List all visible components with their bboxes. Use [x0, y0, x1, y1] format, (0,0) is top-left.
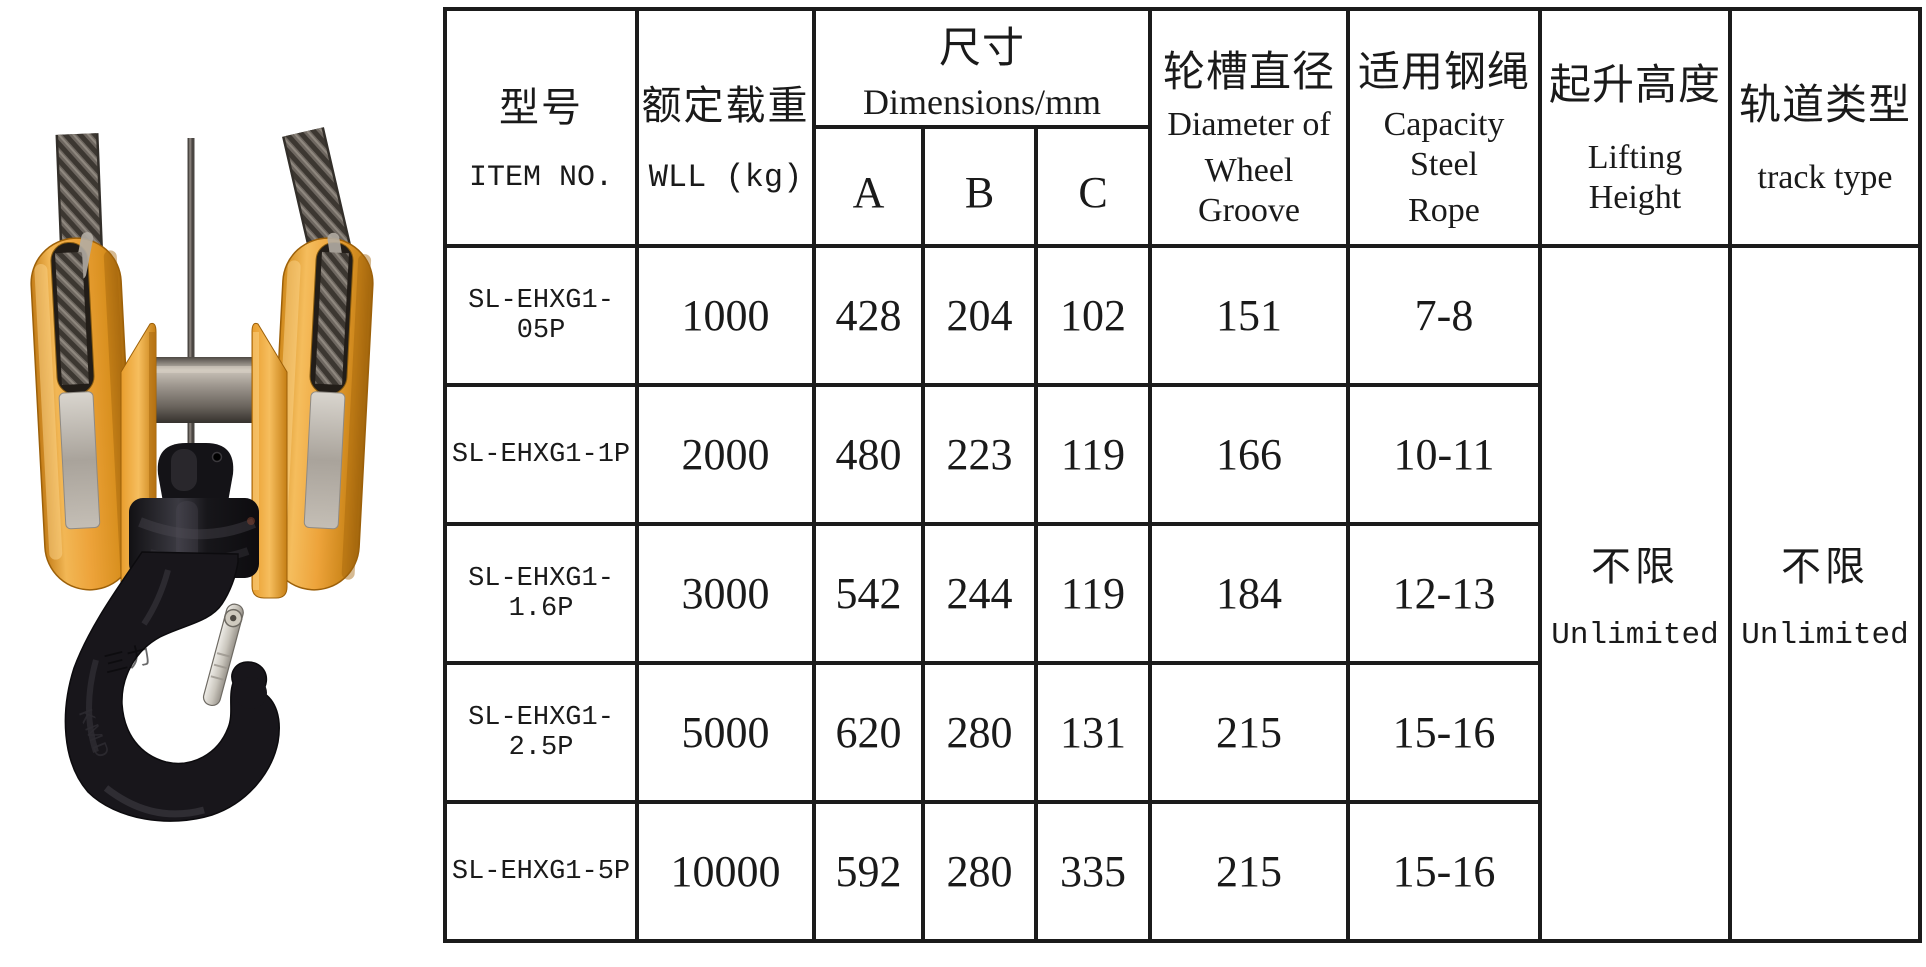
- cell-groove: 184: [1148, 522, 1350, 665]
- header-steel-rope-en2: Rope: [1408, 192, 1480, 229]
- cell-groove: 166: [1148, 383, 1350, 526]
- header-dim-a: A: [812, 125, 925, 248]
- header-track-type-zh: 轨道类型: [1738, 83, 1911, 129]
- cell-item: SL-EHXG1-5P: [443, 800, 639, 943]
- table-row: SL-EHXG1-1.6P 3000 542 244 119 184 12-13: [443, 522, 1920, 665]
- header-track-type-en: track type: [1757, 159, 1893, 196]
- cell-a: 542: [812, 522, 925, 665]
- cell-groove: 215: [1148, 800, 1350, 943]
- header-lifting-height-zh: 起升高度: [1548, 63, 1721, 109]
- header-track-type: 轨道类型 track type: [1728, 7, 1922, 248]
- cell-a: 620: [812, 661, 925, 804]
- header-dimensions-zh: 尺寸: [938, 25, 1025, 72]
- cell-c: 335: [1034, 800, 1152, 943]
- cell-groove: 151: [1148, 244, 1350, 387]
- cell-rope: 10-11: [1346, 383, 1542, 526]
- header-lifting-height: 起升高度 Lifting Height: [1538, 7, 1732, 248]
- product-photo: 三力 KMD: [0, 0, 443, 967]
- track-type-en: Unlimited: [1741, 618, 1909, 653]
- cell-wll: 1000: [635, 244, 816, 387]
- cell-wll: 3000: [635, 522, 816, 665]
- cell-a: 592: [812, 800, 925, 943]
- cell-groove: 215: [1148, 661, 1350, 804]
- header-wheel-groove-zh: 轮槽直径: [1162, 50, 1335, 96]
- cell-b: 280: [921, 661, 1038, 804]
- cell-a: 480: [812, 383, 925, 526]
- cell-lifting-height-merged: 不限 Unlimited: [1538, 244, 1732, 943]
- header-dimensions: 尺寸 Dimensions/mm: [812, 7, 1152, 129]
- header-steel-rope: 适用钢绳 Capacity Steel Rope: [1346, 7, 1542, 248]
- cell-rope: 12-13: [1346, 522, 1542, 665]
- header-item-no-zh: 型号: [499, 84, 583, 130]
- cell-b: 244: [921, 522, 1038, 665]
- header-wll: 额定载重 WLL (kg): [635, 7, 816, 248]
- lifting-height-zh: 不限: [1591, 544, 1679, 589]
- header-dimensions-en: Dimensions/mm: [862, 81, 1101, 122]
- cell-c: 131: [1034, 661, 1152, 804]
- header-steel-rope-zh: 适用钢绳: [1357, 50, 1530, 96]
- cell-rope: 15-16: [1346, 800, 1542, 943]
- cell-b: 204: [921, 244, 1038, 387]
- header-wheel-groove-en1: Diameter of: [1167, 106, 1331, 143]
- header-wll-en: WLL (kg): [648, 159, 803, 196]
- crane-hook-block-illustration: 三力 KMD: [30, 127, 374, 822]
- header-dim-c: C: [1034, 125, 1152, 248]
- header-wheel-groove: 轮槽直径 Diameter of Wheel Groove: [1148, 7, 1350, 248]
- right-hanger-plate-icon: [251, 322, 288, 599]
- center-cable-icon: [187, 138, 195, 445]
- cell-c: 119: [1034, 522, 1152, 665]
- cell-wll: 2000: [635, 383, 816, 526]
- lifting-height-en: Unlimited: [1551, 618, 1719, 653]
- swivel-cap-icon: [157, 443, 234, 502]
- cell-rope: 7-8: [1346, 244, 1542, 387]
- header-wheel-groove-en2: Wheel Groove: [1198, 152, 1300, 229]
- safety-latch-icon: [202, 603, 244, 707]
- table-row: SL-EHXG1-5P 10000 592 280 335 215 15-16: [443, 800, 1920, 943]
- header-lifting-height-en: Lifting Height: [1587, 139, 1683, 216]
- header-steel-rope-en1: Capacity Steel: [1383, 106, 1505, 183]
- cell-b: 223: [921, 383, 1038, 526]
- header-item-no: 型号 ITEM NO.: [443, 7, 639, 248]
- table-row: SL-EHXG1-2.5P 5000 620 280 131 215 15-16: [443, 661, 1920, 804]
- cell-item: SL-EHXG1-05P: [443, 244, 639, 387]
- cell-wll: 10000: [635, 800, 816, 943]
- cell-wll: 5000: [635, 661, 816, 804]
- axle-icon: [138, 356, 272, 424]
- spec-table: 型号 ITEM NO. 额定载重 WLL (kg) 尺寸 Dimensions/…: [443, 7, 1922, 943]
- cell-item: SL-EHXG1-1P: [443, 383, 639, 526]
- track-type-zh: 不限: [1781, 544, 1869, 589]
- cell-item: SL-EHXG1-2.5P: [443, 661, 639, 804]
- cell-b: 280: [921, 800, 1038, 943]
- table-row: SL-EHXG1-05P 1000 428 204 102 151 7-8 不限…: [443, 244, 1922, 943]
- header-wll-zh: 额定载重: [641, 83, 810, 128]
- header-item-no-en: ITEM NO.: [468, 160, 614, 195]
- cell-c: 102: [1034, 244, 1152, 387]
- table-row: SL-EHXG1-1P 2000 480 223 119 166 10-11: [443, 383, 1920, 526]
- cell-item: SL-EHXG1-1.6P: [443, 522, 639, 665]
- header-dim-b: B: [921, 125, 1038, 248]
- cell-rope: 15-16: [1346, 661, 1542, 804]
- hook-icon: 三力 KMD: [64, 551, 280, 822]
- left-pulley-housing-icon: [30, 232, 136, 591]
- cell-a: 428: [812, 244, 925, 387]
- cell-c: 119: [1034, 383, 1152, 526]
- cell-track-type-merged: 不限 Unlimited: [1728, 244, 1922, 943]
